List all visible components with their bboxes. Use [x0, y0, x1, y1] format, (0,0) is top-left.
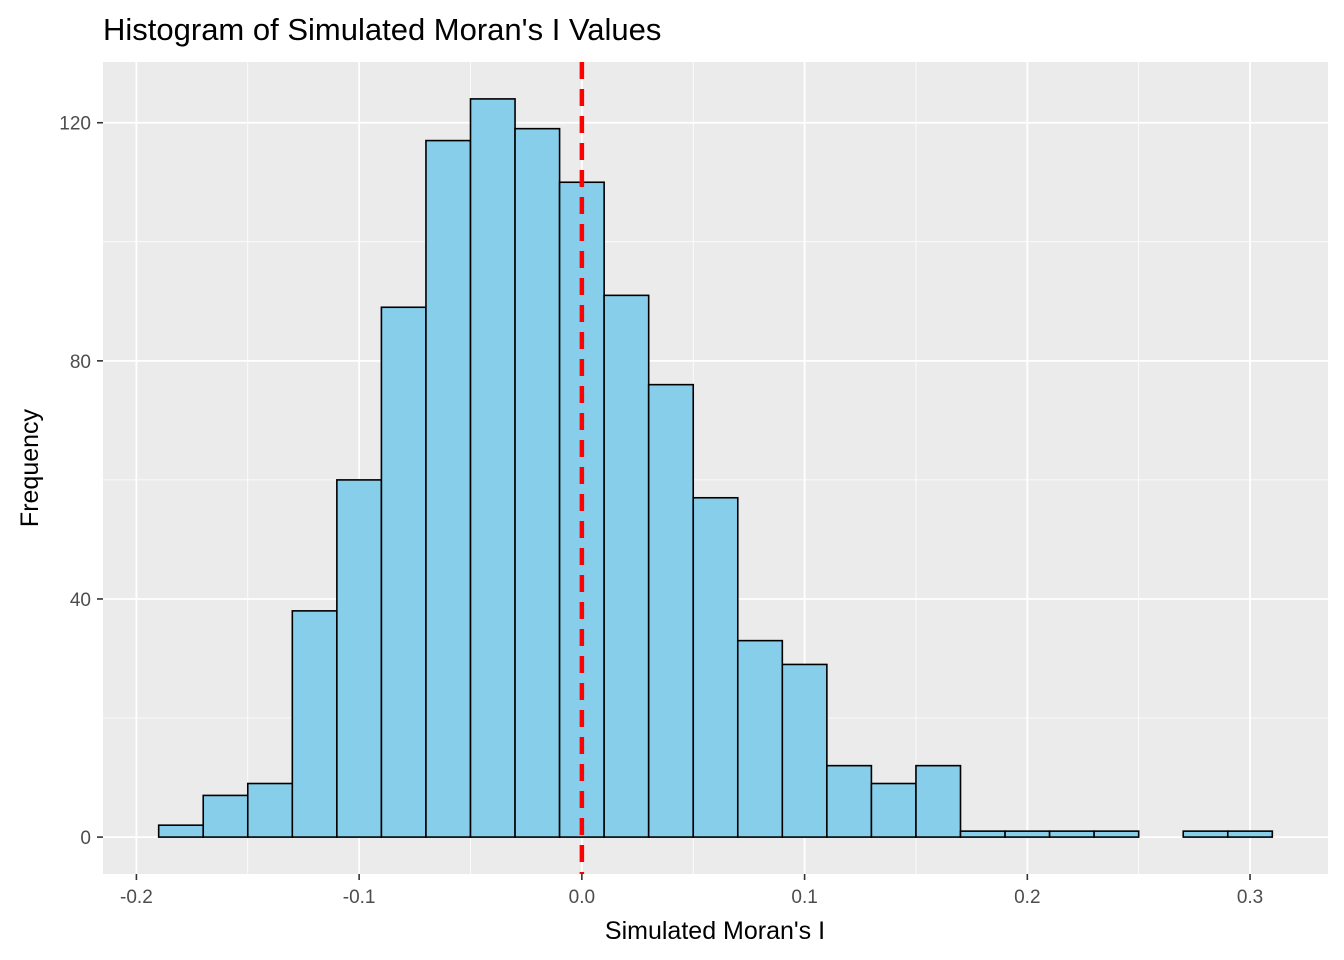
histogram-bar [514, 127, 561, 838]
histogram-bar [1226, 830, 1274, 838]
y-tick-label: 0 [80, 828, 91, 849]
y-tick-label: 40 [70, 590, 91, 611]
histogram-bars [157, 98, 1274, 838]
histogram-bar [959, 830, 1006, 838]
y-axis-title: Frequency [16, 408, 44, 527]
histogram-bar [826, 764, 873, 838]
y-axis: 0 40 80 120 [59, 114, 103, 849]
histogram-bar [692, 496, 739, 838]
x-tick-label: -0.1 [343, 887, 376, 908]
histogram-bar [647, 383, 695, 838]
y-tick-label: 120 [59, 114, 91, 135]
x-tick-label: 0.1 [791, 887, 817, 908]
histogram-bar [1004, 830, 1051, 838]
histogram-bar [915, 764, 962, 838]
x-tick-label: 0.3 [1237, 887, 1263, 908]
histogram-bar [425, 139, 472, 838]
histogram-bar [1093, 830, 1140, 838]
histogram-bar [380, 306, 427, 838]
x-axis: -0.2 -0.1 0.0 0.1 0.2 0.3 [120, 874, 1263, 908]
histogram-bar [781, 663, 828, 838]
histogram-bar [870, 782, 917, 838]
histogram-bar [469, 98, 516, 838]
histogram-bar [157, 824, 205, 838]
chart-title: Histogram of Simulated Moran's I Values [103, 12, 661, 47]
x-tick-label: -0.2 [120, 887, 153, 908]
histogram-bar [202, 794, 249, 838]
x-tick-label: 0.2 [1014, 887, 1040, 908]
y-tick-label: 80 [70, 352, 91, 373]
histogram-bar [291, 610, 338, 838]
x-tick-label: 0.0 [569, 887, 595, 908]
histogram-bar [736, 639, 784, 838]
histogram-bar [603, 294, 650, 838]
histogram-bar [1048, 830, 1095, 838]
histogram-bar [246, 782, 294, 838]
x-axis-title: Simulated Moran's I [605, 917, 825, 945]
histogram-bar [336, 479, 383, 838]
histogram-bar [1182, 830, 1229, 838]
